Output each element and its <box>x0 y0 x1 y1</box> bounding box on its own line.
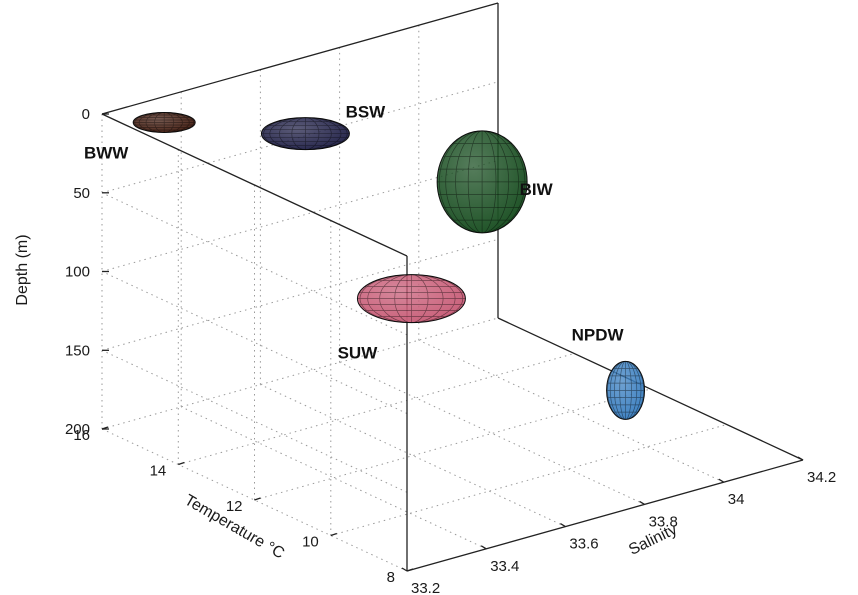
temperature-tick-mark <box>101 426 109 430</box>
temperature-tick-mark <box>254 497 261 501</box>
temperature-tick-label: 8 <box>387 569 395 586</box>
ellipsoid-mark <box>356 274 466 324</box>
temperature-tick-label: 16 <box>73 427 90 444</box>
ellipsoid-mesh <box>606 361 645 420</box>
salinity-tick-label: 33.6 <box>569 536 598 553</box>
ellipsoid-mark <box>132 111 196 133</box>
water-mass-label: NPDW <box>572 325 625 344</box>
depth-tick-label: 100 <box>65 264 90 281</box>
back-wall-edges <box>101 114 499 572</box>
temperature-tick-mark <box>330 532 338 537</box>
salinity-tick-mark <box>480 545 487 550</box>
temperature-tick-mark <box>406 568 414 572</box>
tick-layer: 0 50 100 150 200 8 10 12 14 16 33.2 33.4 33.6 33.8 34 3… <box>65 106 836 595</box>
temperature-tick-label: 12 <box>226 498 243 515</box>
salinity-tick-mark <box>718 478 725 483</box>
salinity-tick-label: 33.2 <box>411 580 440 595</box>
ellipsoid-mesh <box>261 117 350 151</box>
salinity-tick-mark <box>797 456 804 461</box>
ellipsoid-mesh <box>437 130 528 234</box>
depth-tick-label: 50 <box>73 185 90 202</box>
depth-tick-label: 200 <box>65 421 90 438</box>
grid-layer <box>101 25 727 572</box>
salinity-tick-label: 33.8 <box>649 513 678 530</box>
water-mass-biw: BIW <box>436 130 554 234</box>
water-mass-bww: BWW <box>84 111 196 162</box>
salinity-tick-mark <box>639 500 645 505</box>
temperature-tick-mark <box>178 461 185 466</box>
salinity-tick-label: 33.4 <box>490 558 519 575</box>
water-mass-label: BWW <box>84 143 129 162</box>
depth-tick-label: 150 <box>65 342 90 359</box>
water-mass-label: SUW <box>338 344 379 363</box>
temperature-tick-label: 14 <box>150 463 167 480</box>
water-mass-npdw: NPDW <box>572 325 646 420</box>
water-mass-label: BSW <box>346 103 387 122</box>
temperature-tick-label: 10 <box>302 534 319 551</box>
mark-layer: BWW BSW SUW BIW NPDW <box>84 103 646 420</box>
ellipsoid-mesh <box>133 112 196 133</box>
water-mass-suw: SUW <box>338 274 466 363</box>
water-mass-label: BIW <box>520 180 554 199</box>
salinity-tick-label: 34 <box>728 491 745 508</box>
z-axis-label: Depth (m) <box>14 234 31 305</box>
ellipsoid-mark <box>436 130 528 234</box>
ellipsoid-mark <box>260 117 350 151</box>
water-mass-bsw: BSW <box>260 103 387 151</box>
depth-tick-label: 0 <box>82 106 90 123</box>
salinity-tick-label: 34.2 <box>807 469 836 486</box>
salinity-tick-mark <box>560 523 566 528</box>
ellipsoid-mark <box>606 360 646 420</box>
salinity-tick-mark <box>401 567 408 572</box>
ellipsoid-mesh <box>357 274 466 323</box>
